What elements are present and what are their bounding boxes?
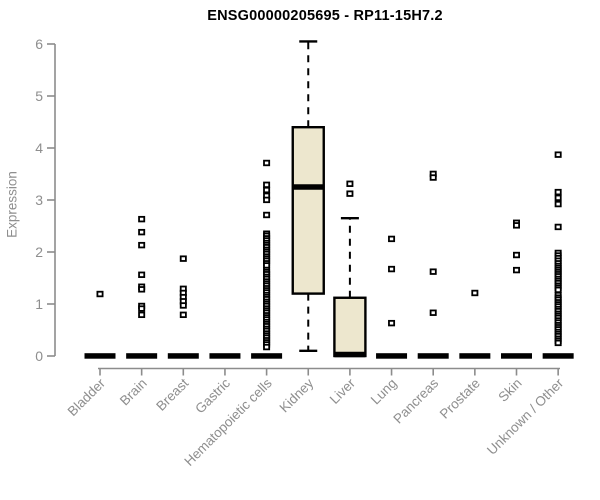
outlier-point: [388, 235, 396, 243]
flat-zero-box: [251, 353, 283, 359]
outlier-point: [388, 265, 396, 273]
outlier-point: [554, 223, 562, 231]
outlier-point: [554, 194, 562, 202]
box-group-pancreas: [417, 170, 449, 359]
outlier-point: [554, 339, 562, 347]
outlier-point: [179, 255, 187, 262]
flat-zero-box: [417, 353, 449, 359]
outlier-point: [138, 305, 146, 312]
box: [333, 296, 367, 358]
x-tick-label-breast: Breast: [153, 375, 191, 413]
box-group-liver: [333, 180, 367, 358]
outlier-point: [138, 271, 146, 278]
x-tick-label-bladder: Bladder: [65, 375, 109, 419]
outlier-point: [513, 266, 521, 274]
outlier-point: [138, 311, 146, 319]
outlier-point: [138, 215, 146, 223]
outlier-point: [554, 200, 562, 208]
box-group-brain: [126, 215, 158, 359]
outlier-point: [429, 268, 437, 275]
box-group-hematopoietic-cells: [251, 159, 283, 359]
y-tick-label: 2: [35, 244, 43, 260]
x-tick-label-liver: Liver: [327, 375, 359, 407]
box-group-lung: [376, 235, 408, 359]
x-tick-label-pancreas: Pancreas: [390, 375, 441, 426]
outlier-point: [263, 343, 271, 351]
outlier-point: [138, 228, 146, 236]
outlier-point: [346, 190, 354, 197]
box-group-skin: [501, 219, 532, 359]
x-tick-label-kidney: Kidney: [277, 375, 317, 415]
box-group-prostate: [459, 289, 491, 359]
flat-zero-box: [376, 353, 408, 359]
outlier-point: [471, 289, 479, 297]
outlier-point: [263, 159, 271, 167]
x-tick-label-prostate: Prostate: [437, 376, 483, 422]
flat-zero-box: [501, 353, 532, 359]
y-tick-label: 1: [35, 296, 43, 312]
box-group-unknown-other: [542, 151, 574, 359]
x-tick-label-gastric: Gastric: [192, 375, 233, 416]
outlier-point: [388, 319, 396, 327]
outlier-point: [263, 186, 271, 194]
flat-zero-box: [167, 353, 199, 359]
x-tick-label-lung: Lung: [368, 376, 400, 408]
flat-zero-box: [209, 353, 241, 359]
flat-zero-box: [459, 353, 491, 359]
box-group-bladder: [84, 290, 116, 359]
outlier-point: [429, 309, 437, 316]
chart-title: ENSG00000205695 - RP11-15H7.2: [207, 8, 443, 24]
flat-zero-box: [84, 353, 116, 359]
y-tick-label: 5: [35, 88, 43, 104]
outlier-point: [346, 180, 354, 187]
x-tick-label-brain: Brain: [117, 376, 150, 409]
y-tick-label: 6: [35, 36, 43, 52]
outlier-point: [429, 174, 437, 181]
outlier-point: [138, 286, 146, 293]
outlier-point: [554, 286, 562, 294]
outlier-point: [263, 181, 271, 189]
outlier-point: [138, 241, 146, 249]
box-group-kidney: [291, 40, 325, 352]
flat-zero-box: [542, 353, 574, 359]
y-tick-label: 4: [35, 140, 43, 156]
outlier-point: [179, 302, 187, 309]
flat-zero-box: [126, 353, 158, 359]
x-tick-label-skin: Skin: [495, 376, 524, 405]
x-tick-label-unknown-other: Unknown / Other: [484, 375, 567, 458]
y-tick-label: 0: [35, 348, 43, 364]
outlier-point: [513, 222, 521, 229]
y-tick-label: 3: [35, 192, 43, 208]
outlier-point: [554, 188, 562, 196]
outlier-point: [554, 151, 562, 158]
outlier-point: [96, 290, 104, 298]
outlier-point: [263, 211, 271, 219]
box: [291, 125, 325, 295]
outlier-point: [513, 251, 521, 259]
box-group-gastric: [209, 353, 241, 359]
outlier-point: [263, 196, 271, 204]
box-group-breast: [167, 255, 199, 359]
outlier-point: [179, 311, 187, 319]
